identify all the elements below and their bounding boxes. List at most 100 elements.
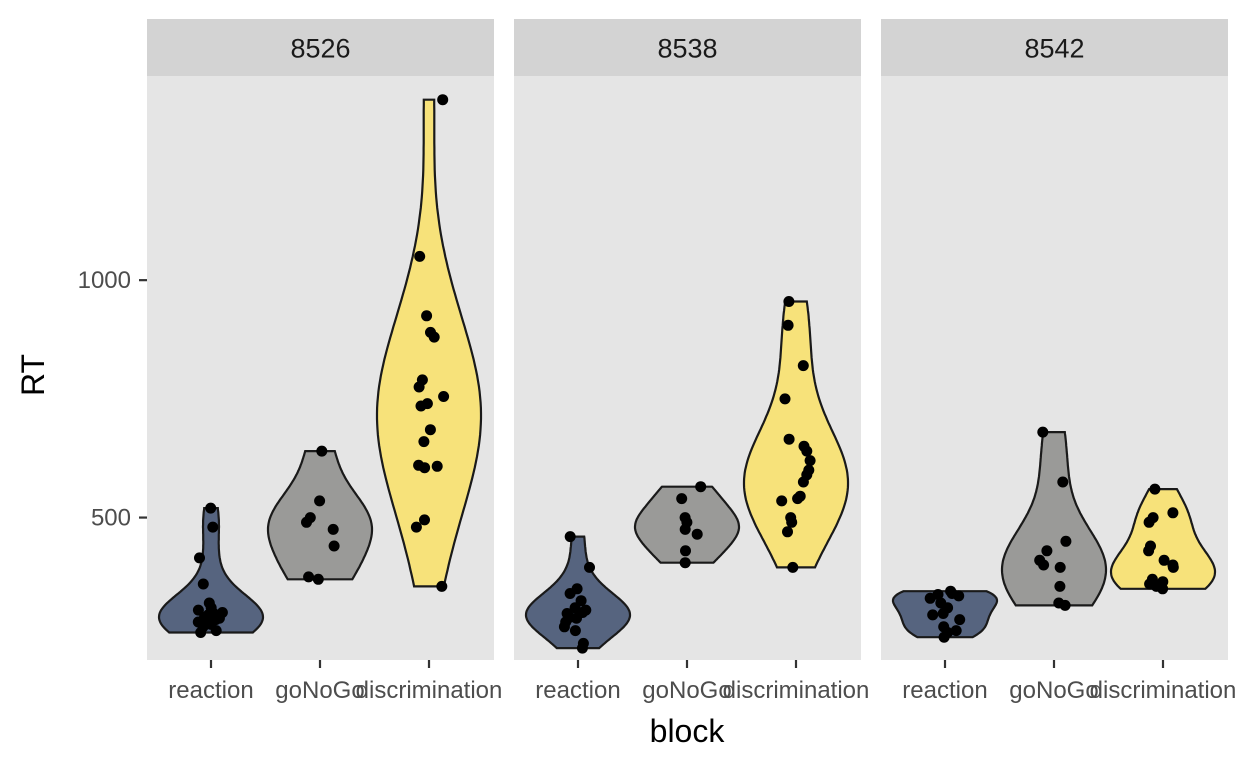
data-point (779, 393, 791, 405)
data-point (314, 495, 326, 507)
data-point (207, 521, 219, 533)
data-point (787, 561, 799, 573)
facet-strip-label: 8542 (1024, 34, 1084, 64)
data-point (419, 462, 431, 474)
violin-reaction (157, 507, 265, 634)
data-point (424, 424, 436, 436)
data-point (205, 502, 217, 514)
data-point (950, 625, 962, 637)
x-tick-label: reaction (535, 677, 620, 704)
data-point (679, 557, 691, 569)
data-point (418, 436, 430, 448)
data-point (564, 531, 576, 543)
data-point (415, 400, 427, 412)
data-point (410, 521, 422, 533)
data-point (1157, 583, 1169, 595)
data-point (680, 545, 691, 557)
data-point (558, 621, 570, 633)
data-point (413, 381, 425, 393)
data-point (414, 250, 426, 262)
data-point (792, 493, 804, 505)
data-point (421, 310, 433, 322)
data-point (194, 552, 205, 564)
data-point (924, 592, 936, 604)
data-point (1149, 483, 1161, 495)
data-point (197, 578, 209, 590)
data-point (303, 571, 315, 583)
x-tick-label: discrimination (1090, 677, 1237, 704)
x-tick-label: goNoGo (642, 677, 731, 704)
data-point (210, 625, 222, 637)
data-point (1167, 507, 1179, 519)
data-point (783, 296, 795, 307)
data-point (691, 528, 703, 540)
data-point (776, 495, 788, 507)
violin-goNoGo (266, 450, 374, 581)
x-tick-label: reaction (902, 677, 987, 704)
data-point (437, 94, 449, 106)
data-point (1037, 426, 1049, 438)
data-point (192, 604, 204, 616)
data-point (1041, 545, 1053, 557)
data-point (428, 331, 440, 343)
facet-strip (147, 19, 494, 76)
x-tick-label: reaction (168, 677, 253, 704)
data-point (419, 514, 430, 526)
data-point (927, 609, 939, 621)
x-tick-label: goNoGo (1009, 677, 1098, 704)
data-point (431, 460, 443, 472)
data-point (676, 493, 688, 505)
data-point (783, 433, 795, 445)
data-point (195, 627, 207, 638)
data-point (954, 614, 966, 626)
violin-discrimination (375, 98, 483, 588)
x-tick-label: discrimination (356, 677, 503, 704)
x-axis-title: block (650, 713, 726, 749)
data-point (695, 481, 707, 493)
facet-strip (514, 19, 861, 76)
data-point (564, 588, 576, 599)
data-point (1167, 561, 1179, 573)
data-point (1158, 554, 1170, 566)
data-point (782, 319, 794, 331)
data-point (1059, 599, 1071, 611)
data-point (301, 516, 312, 528)
data-point (1054, 561, 1066, 573)
data-point (1038, 559, 1050, 571)
y-tick-label: 1000 (78, 267, 131, 294)
data-point (312, 573, 324, 585)
data-point (584, 561, 595, 573)
data-point (1143, 516, 1155, 528)
data-point (576, 642, 588, 654)
data-point (938, 631, 950, 643)
data-point (1060, 535, 1072, 547)
data-point (1057, 476, 1069, 488)
facet-strip-label: 8538 (657, 34, 717, 64)
facet-strip (881, 19, 1228, 76)
y-tick-label: 500 (91, 505, 131, 532)
data-point (571, 612, 582, 624)
y-axis-title: RT (15, 354, 51, 396)
data-point (797, 360, 809, 372)
x-tick-label: discrimination (723, 677, 870, 704)
data-point (328, 540, 340, 552)
data-point (801, 445, 813, 457)
data-point (316, 445, 328, 457)
data-point (436, 580, 448, 592)
x-tick-label: goNoGo (275, 677, 364, 704)
data-point (569, 625, 581, 637)
data-point (797, 476, 809, 488)
data-point (953, 590, 965, 602)
data-point (804, 455, 816, 467)
data-point (786, 516, 798, 528)
violin-discrimination (1109, 488, 1217, 590)
data-point (1143, 545, 1155, 557)
data-point (937, 608, 949, 619)
data-point (327, 523, 339, 535)
facet-strip-label: 8526 (290, 34, 350, 64)
